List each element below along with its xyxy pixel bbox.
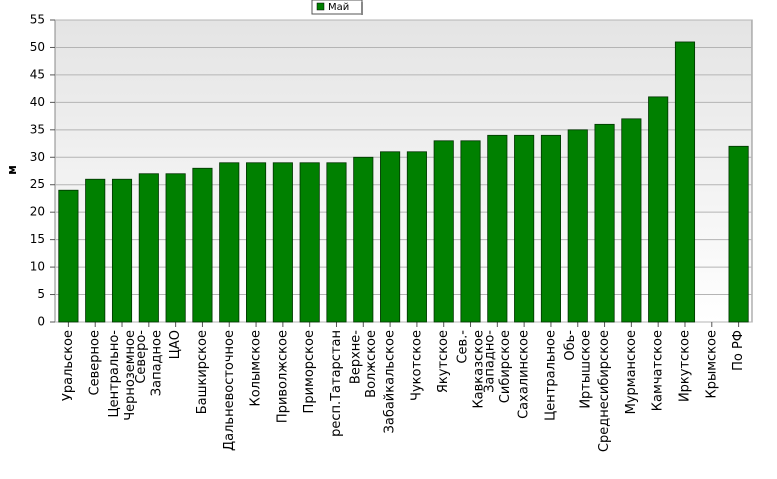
bar [674,41,696,323]
y-axis-label: м [5,165,19,175]
bar [192,167,213,323]
y-tick-label: 30 [30,150,45,164]
bar [567,129,588,323]
y-tick-label: 35 [30,122,45,136]
x-tick-label: Приморское [302,330,317,413]
bar [85,178,106,323]
x-tick-label: Колымское [249,330,264,407]
bar [380,151,401,323]
y-tick-label: 25 [30,177,45,191]
y-tick-label: 40 [30,95,45,109]
bar [353,156,374,323]
bar [272,162,293,323]
x-tick-label: Северное [88,330,103,395]
y-tick-label: 5 [37,287,45,301]
y-tick-label: 20 [30,205,45,219]
bar [58,189,79,323]
x-tick-label: респ.Татарстан [329,330,344,437]
bar [594,123,615,323]
bar [460,140,481,323]
bar [299,162,320,323]
x-tick-label: Мурманское [624,330,639,414]
bar [648,96,669,323]
y-tick-label: 10 [30,260,45,274]
x-tick-label: Крымское [704,330,719,399]
x-tick-label: По РФ [731,330,746,371]
x-tick-label: Башкирское [195,330,210,414]
bar [487,134,508,323]
bar [728,145,749,323]
bar [621,118,642,323]
x-tick-label: Сев.-Кавказское [455,330,486,409]
bar [326,162,347,323]
bar [219,162,240,323]
legend-label: Май [328,2,349,13]
x-tick-label: Центральное [543,330,558,421]
x-tick-label: Уральское [61,330,76,401]
x-tick-label: Верхне-Волжское [348,330,379,398]
bar [433,140,454,323]
x-tick-label: Иркутское [677,330,692,402]
bar [514,134,535,323]
bar [540,134,561,323]
x-tick-label: ЦАО [168,330,183,359]
x-tick-label: Забайкальское [383,330,398,433]
x-tick-label: Дальневосточное [222,330,237,451]
bar [246,162,267,323]
x-tick-label: Северо-Западное [134,330,165,397]
x-tick-label: Сахалинское [517,330,532,419]
y-tick-label: 55 [30,13,45,27]
legend-shadow [361,2,363,15]
bar [165,173,186,323]
y-tick-label: 0 [37,315,45,329]
x-tick-label: Камчатское [651,330,666,411]
x-tick-label: Приволжское [275,330,290,423]
x-tick-label: Якутское [436,330,451,393]
x-tick-label: Среднесибирское [597,330,612,452]
bar [111,178,133,323]
bar [406,151,427,323]
x-tick-label: Центрально-Черноземное [107,330,138,421]
x-tick-label: Обь-Иртышское [562,330,593,409]
x-tick-label: Чукотское [409,330,424,401]
x-tick-label: Западно-Сибирское [482,330,513,404]
y-tick-label: 50 [30,40,45,54]
bar [138,173,159,323]
y-tick-label: 45 [30,67,45,81]
y-tick-label: 15 [30,232,45,246]
legend-swatch [316,2,325,11]
plot-area [54,19,753,323]
legend: Май [311,0,363,15]
